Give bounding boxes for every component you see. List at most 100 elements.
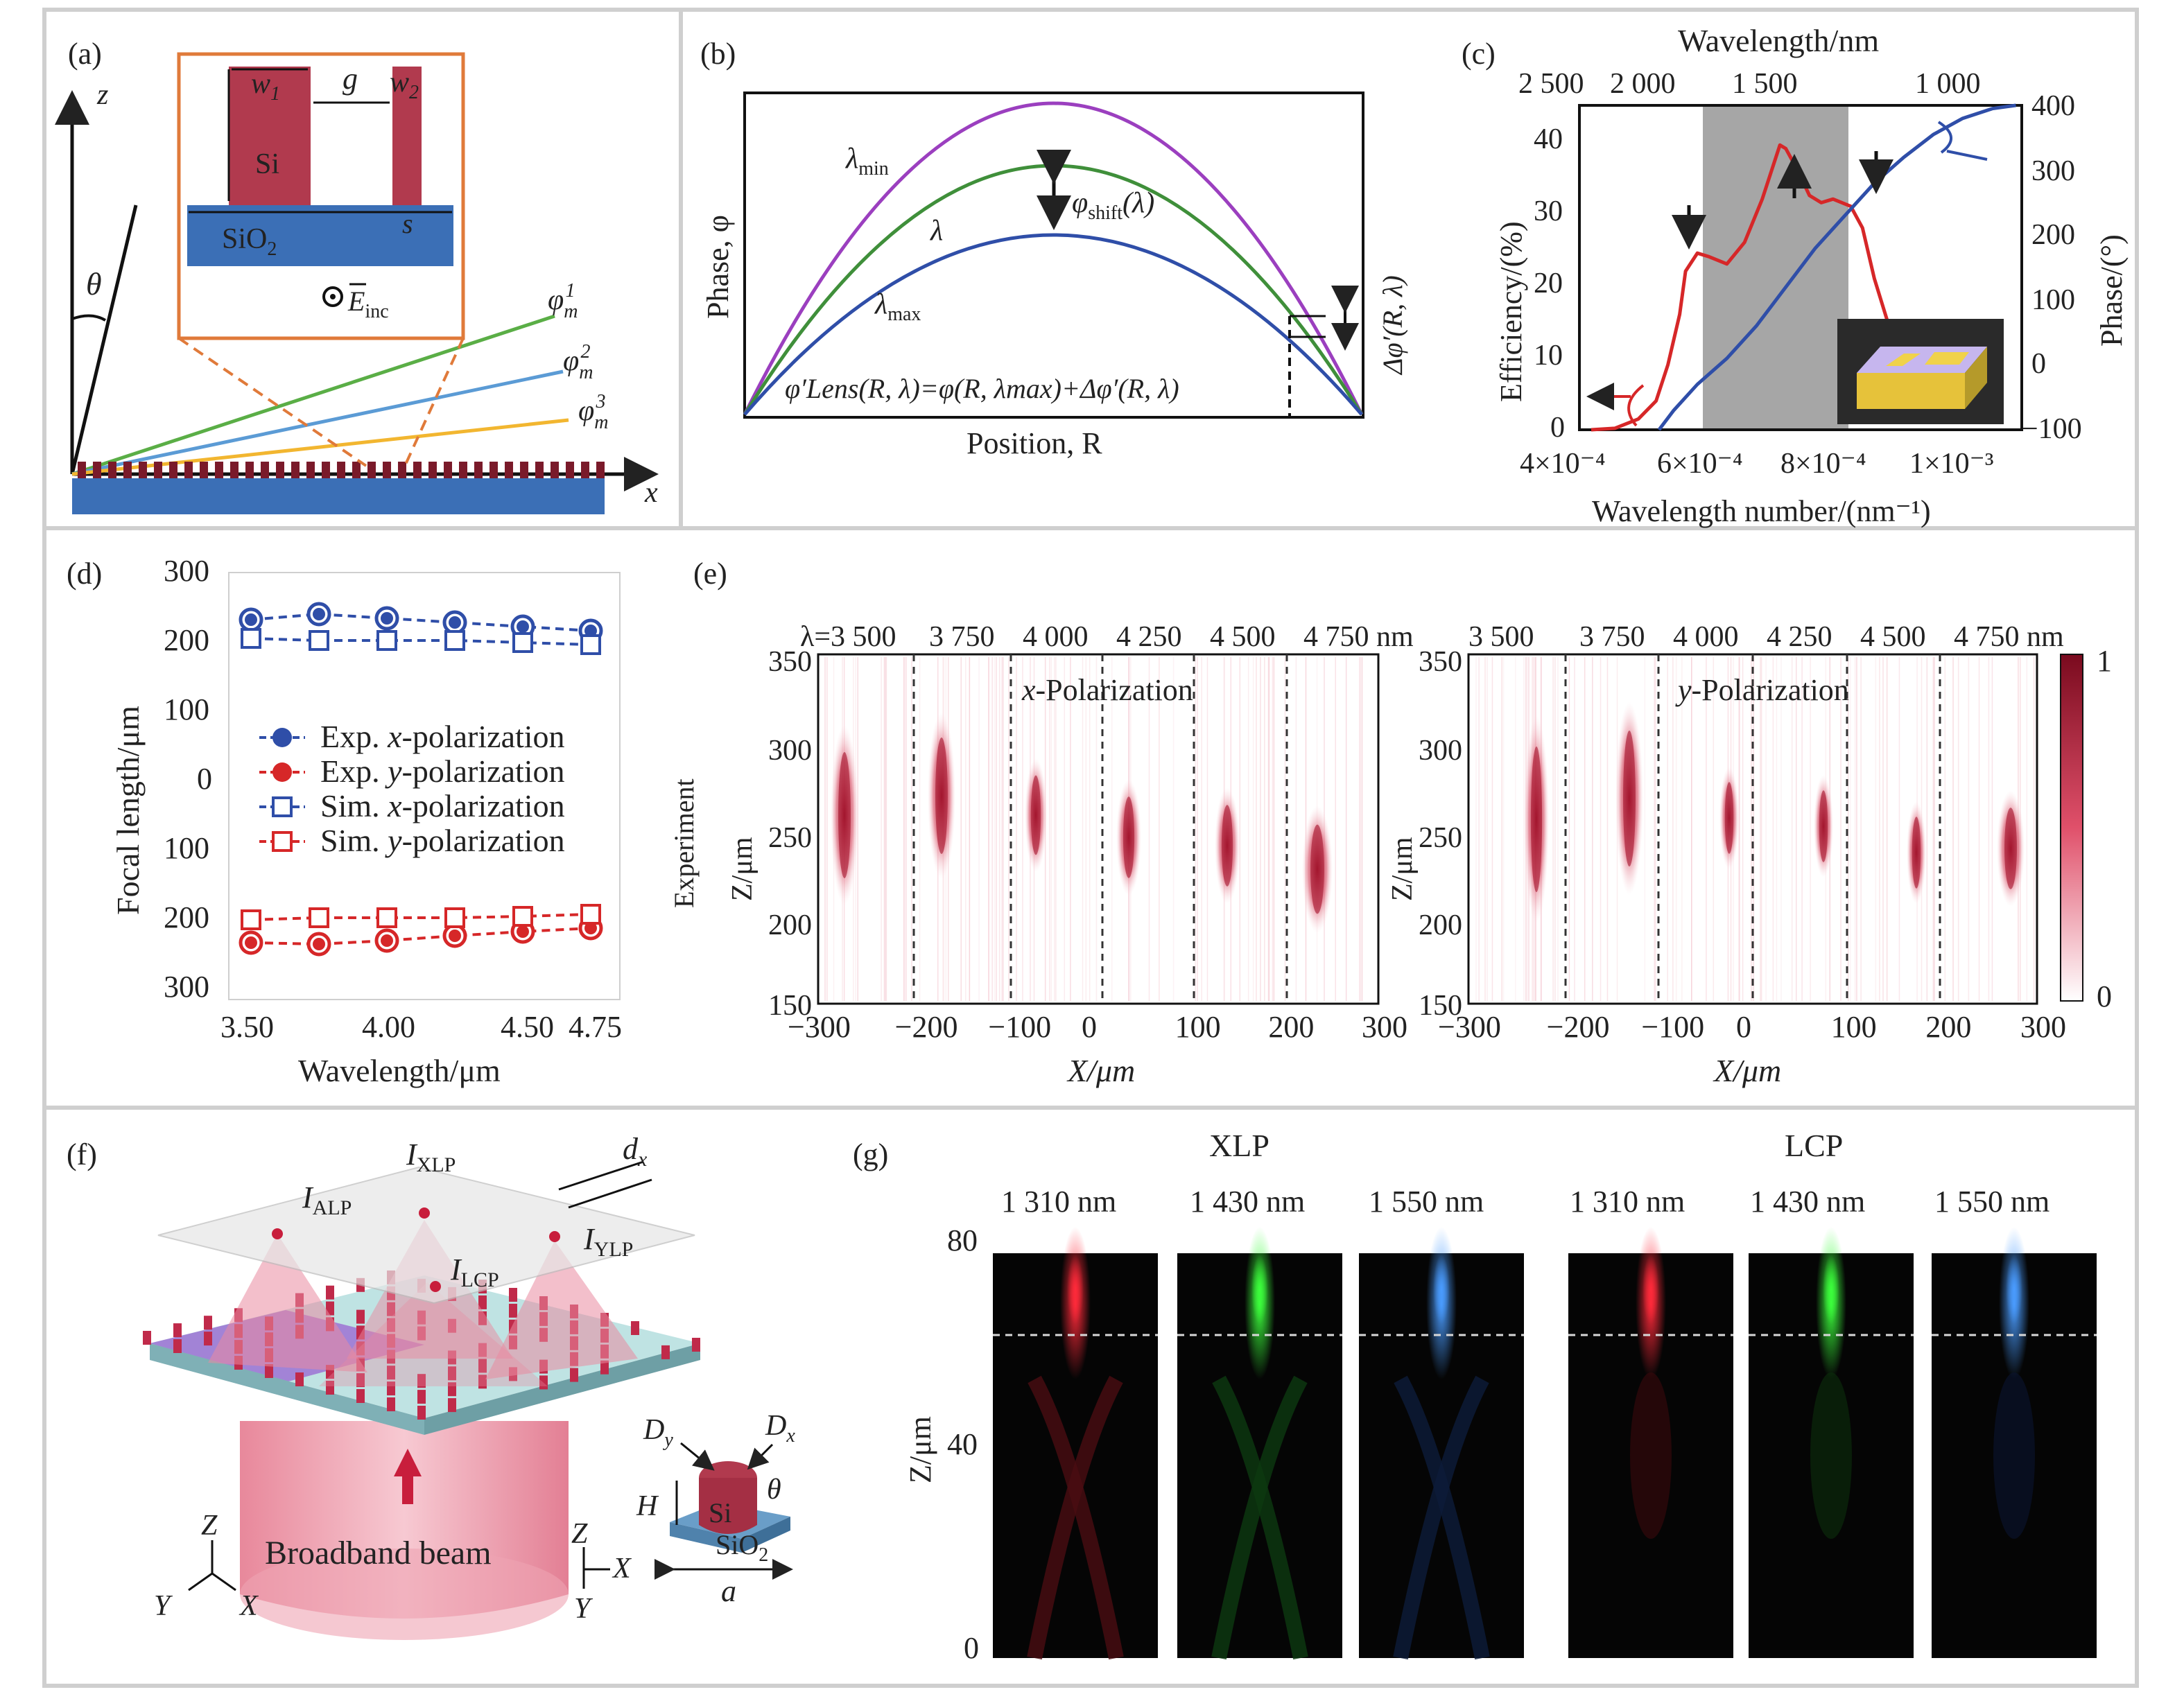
grating-element: [169, 462, 177, 478]
legend-item: Sim. y-polarization: [259, 823, 565, 858]
d-xticks: 3.50 4.00 4.50 4.75: [220, 1010, 622, 1044]
c-top-tick: 1 000: [1915, 68, 1981, 100]
d-series-line: [251, 614, 591, 631]
c-bottom-tick: 6×10⁻⁴: [1657, 448, 1743, 480]
e-wl-label: 4 000: [1673, 621, 1739, 653]
d-xtick: 4.75: [569, 1010, 622, 1044]
axes-right: [584, 1547, 610, 1589]
legend-marker: [272, 762, 292, 782]
e-xtick: −300: [1438, 1010, 1501, 1044]
grating-element: [245, 462, 254, 478]
focus-core: [1433, 1255, 1450, 1324]
c-bottom-tick: 1×10⁻³: [1909, 448, 1993, 480]
e-ytick: 200: [768, 909, 812, 941]
e-ylabel-left: Z/μm: [727, 837, 759, 901]
focal-spot-core: [1623, 731, 1636, 866]
e-xtick: −200: [895, 1010, 958, 1044]
e-field-dot: [330, 294, 336, 299]
axis-z-label: z: [96, 79, 108, 111]
legend-label: Exp. y-polarization: [320, 753, 565, 789]
grating-element: [551, 462, 559, 478]
axis-left-y: Y: [154, 1590, 173, 1622]
panel-letter-b: (b): [700, 37, 736, 71]
label-lambda-min: λmin: [844, 143, 889, 180]
focal-spot-core: [1031, 776, 1041, 855]
e-ytick: 350: [768, 646, 812, 678]
tail-glow: [1630, 1372, 1672, 1539]
e-wl-label: 4 250: [1116, 621, 1182, 653]
d-point: [514, 907, 532, 925]
focus-core: [2006, 1255, 2022, 1324]
dx-line-2: [569, 1180, 652, 1207]
grating-element: [337, 462, 345, 478]
e-xtick: 300: [1362, 1010, 1407, 1044]
grating-element: [261, 462, 269, 478]
c-right-tick: −100: [2022, 413, 2082, 445]
focal-spot-core: [2004, 808, 2017, 889]
c-bottom-tick: 8×10⁻⁴: [1780, 448, 1866, 480]
c-bottom-ticks: 4×10⁻⁴ 6×10⁻⁴ 8×10⁻⁴ 1×10⁻³: [1520, 448, 1993, 480]
d-point-core: [517, 925, 529, 938]
grating-element: [474, 462, 483, 478]
c-left-tick: 40: [1534, 123, 1563, 155]
grating-element: [184, 462, 193, 478]
panel-a: (a) z x θ φm1 φm2 φm3 w1 g w2 Si SiO: [68, 37, 658, 514]
axis-x-label: x: [644, 477, 658, 509]
legend-item: Sim. x-polarization: [259, 788, 565, 823]
panel-letter-d: (d): [67, 557, 102, 591]
e-wl-label: 4 000: [1023, 621, 1089, 653]
focal-spot-core: [1123, 796, 1134, 878]
axis-left-x: X: [239, 1590, 259, 1622]
grating-element: [444, 462, 452, 478]
axis-right-x: X: [612, 1553, 632, 1585]
focus-core: [1823, 1255, 1839, 1324]
g-ytick: 0: [964, 1631, 979, 1665]
angle-arc: [72, 315, 105, 320]
g-wl-label: 1 430 nm: [1190, 1185, 1305, 1219]
d-point-core: [517, 620, 529, 633]
order-2-label: φm2: [563, 341, 593, 383]
e-title-right: y-Polarization: [1675, 673, 1849, 707]
unit-si-label: Si: [709, 1497, 731, 1528]
grating-element: [367, 462, 376, 478]
d-ytick: 300: [164, 554, 209, 588]
colorbar: [2061, 654, 2083, 1001]
e-wl-label: 4 750 nm: [1954, 621, 2064, 653]
focal-spot-core: [1531, 747, 1542, 892]
substrate: [72, 478, 605, 514]
g-wl-label: 1 310 nm: [1570, 1185, 1685, 1219]
pillar: [204, 1332, 212, 1345]
c-left-tick: 20: [1534, 268, 1563, 299]
b-ylabel: Phase, φ: [701, 215, 735, 319]
unit-a-label: a: [721, 1574, 736, 1608]
grating-element: [352, 462, 361, 478]
d-ytick: 300: [164, 970, 209, 1004]
pillar: [143, 1331, 151, 1345]
label-dx: dx: [623, 1132, 648, 1171]
legend-label: Exp. x-polarization: [320, 719, 565, 754]
panel-g: (g) XLP LCP 1 310 nm 1 430 nm 1 550 nm 1…: [853, 1128, 2097, 1665]
e-xtick: 0: [1082, 1010, 1097, 1044]
e-wl-label: 3 750: [929, 621, 995, 653]
pillar: [295, 1372, 304, 1386]
grating: [78, 462, 605, 478]
legend-marker: [273, 832, 291, 851]
d-point: [582, 905, 600, 923]
e-ytick: 350: [1419, 646, 1462, 678]
e-ytick: 200: [1419, 909, 1462, 941]
c-xlabel: Wavelength number/(nm⁻¹): [1592, 494, 1931, 528]
focal-spot-core: [838, 752, 851, 878]
e-wl-label: 4 250: [1767, 621, 1832, 653]
g-wl-label: 1 430 nm: [1750, 1185, 1865, 1219]
pillar: [661, 1345, 670, 1359]
c-right-tick: 100: [2031, 284, 2075, 316]
c-right-tick: 200: [2031, 219, 2075, 251]
grating-element: [566, 462, 574, 478]
right-axis-arrow: [1947, 151, 1987, 159]
grating-element: [215, 462, 223, 478]
g-group-right: LCP: [1785, 1128, 1843, 1163]
e-side-label: Experiment: [668, 778, 700, 908]
d-point-core: [449, 930, 461, 942]
d-xtick: 3.50: [220, 1010, 274, 1044]
